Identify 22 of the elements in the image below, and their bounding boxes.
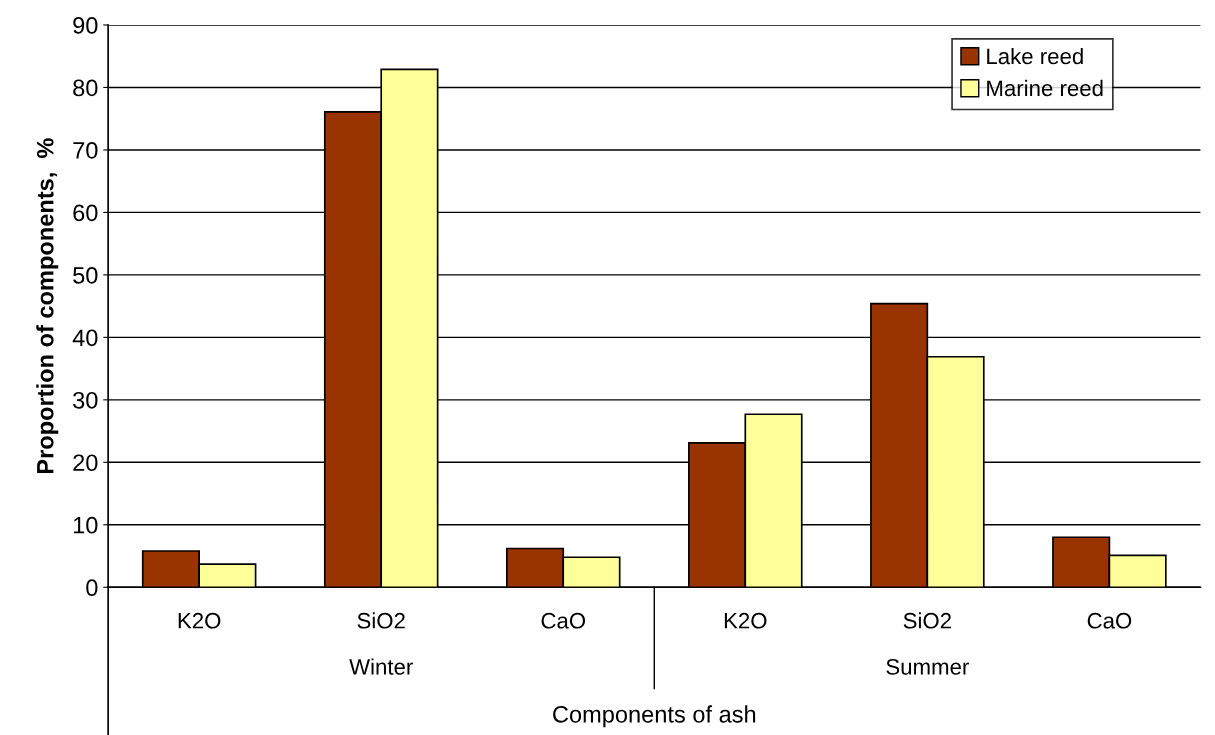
legend-label: Lake reed: [987, 47, 1083, 65]
legend-label: Marine reed: [987, 79, 1103, 97]
y-tick-label: 10: [73, 516, 98, 534]
x-tick-label: K2O: [724, 612, 767, 629]
y-tick-label: 50: [73, 266, 98, 284]
x-tick-label: SiO2: [357, 612, 405, 629]
text: Summer: [886, 659, 969, 675]
y-tick-label: 90: [73, 17, 98, 34]
x-tick-label: CaO: [541, 612, 586, 629]
text: Winter: [349, 658, 413, 675]
y-tick-label: 30: [73, 391, 98, 409]
y-tick-label: 40: [72, 329, 98, 347]
y-tick-label: 80: [73, 79, 98, 97]
x-tick-label: SiO2: [903, 612, 951, 629]
y-tick-label: 70: [73, 142, 98, 159]
y-tick-label: 0: [86, 579, 98, 597]
x-tick-label: CaO: [1087, 612, 1132, 629]
x-axis-title: Components of ash: [553, 705, 756, 728]
y-tick-label: 60: [73, 204, 98, 222]
y-axis-title: Proportion of components, %: [36, 138, 59, 474]
x-tick-label: K2O: [178, 612, 221, 629]
y-tick-label: 20: [73, 454, 98, 472]
